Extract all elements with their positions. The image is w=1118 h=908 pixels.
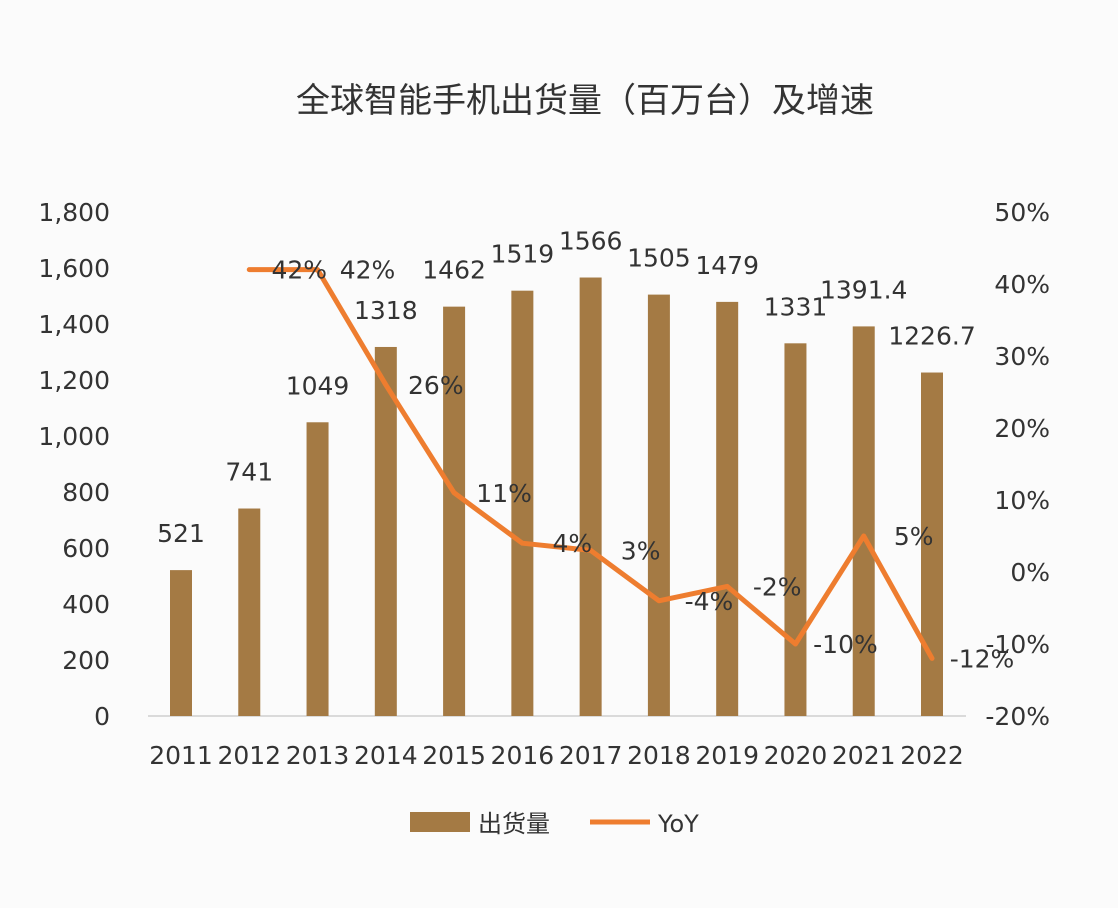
x-tick-label: 2011: [149, 741, 213, 770]
right-tick-label: 20%: [994, 414, 1050, 443]
bar: [921, 372, 943, 716]
bar: [238, 508, 261, 716]
bar-value-label: 1462: [422, 256, 486, 285]
right-axis: -20% -10% 0% 10% 20% 30% 40% 50%: [985, 198, 1050, 731]
x-tick-label: 2014: [354, 741, 418, 770]
yoy-value-label: 26%: [408, 371, 464, 400]
left-tick-label: 1,600: [38, 254, 110, 283]
bar-value-label: 1331: [764, 292, 828, 321]
yoy-value-label: 3%: [621, 536, 661, 565]
left-tick-label: 200: [62, 646, 110, 675]
x-tick-label: 2018: [627, 741, 691, 770]
bar-value-label: 521: [157, 519, 205, 548]
right-tick-label: 30%: [994, 342, 1050, 371]
left-tick-label: 1,400: [38, 310, 110, 339]
legend-label-bar: 出货量: [478, 810, 550, 838]
yoy-value-label: -4%: [685, 587, 734, 616]
chart-title: 全球智能手机出货量（百万台）及增速: [296, 81, 874, 121]
yoy-value-label: 5%: [894, 522, 934, 551]
yoy-value-label: -12%: [950, 644, 1015, 673]
bar-value-label: 1519: [491, 240, 555, 269]
left-tick-label: 1,200: [38, 366, 110, 395]
yoy-polyline: [246, 267, 935, 661]
right-tick-label: -10%: [985, 630, 1050, 659]
legend: 出货量 YoY: [410, 810, 699, 838]
bars: [170, 277, 943, 716]
bar: [784, 343, 807, 716]
x-tick-label: 2019: [695, 741, 759, 770]
left-tick-label: 400: [62, 590, 110, 619]
left-axis: 0 200 400 600 800 1,000 1,200 1,400 1,600 1,800: [38, 198, 110, 731]
bar: [170, 570, 192, 716]
yoy-value-label: 4%: [553, 529, 593, 558]
right-tick-label: 50%: [994, 198, 1050, 227]
yoy-value-label: 42%: [340, 256, 396, 285]
yoy-value-label: -10%: [813, 630, 878, 659]
bar-value-label: 1049: [286, 371, 350, 400]
bar-value-label: 741: [225, 458, 273, 487]
bar: [579, 277, 602, 716]
yoy-line: [246, 267, 935, 661]
bar: [716, 301, 739, 716]
x-tick-label: 2013: [286, 741, 350, 770]
left-tick-label: 800: [62, 478, 110, 507]
right-tick-label: 40%: [994, 270, 1050, 299]
left-tick-label: 1,800: [38, 198, 110, 227]
right-tick-label: -20%: [985, 702, 1050, 731]
bar: [852, 326, 875, 716]
left-tick-label: 1,000: [38, 422, 110, 451]
bar-value-label: 1505: [627, 244, 691, 273]
legend-swatch-bar: [410, 812, 470, 832]
legend-label-line: YoY: [657, 810, 699, 838]
bar-value-label: 1566: [559, 227, 623, 256]
x-tick-label: 2022: [900, 741, 964, 770]
x-tick-label: 2021: [832, 741, 896, 770]
bar-value-label: 1318: [354, 296, 418, 325]
yoy-value-label: 11%: [476, 479, 532, 508]
bar-value-label: 1391.4: [820, 275, 907, 304]
bar-value-label: 1479: [695, 251, 759, 280]
x-tick-label: 2017: [559, 741, 623, 770]
x-tick-label: 2015: [422, 741, 486, 770]
yoy-value-label: -2%: [753, 572, 802, 601]
left-tick-label: 600: [62, 534, 110, 563]
bar: [443, 306, 466, 716]
bar-value-label: 1226.7: [888, 322, 975, 351]
bar: [511, 290, 534, 716]
bar: [306, 422, 329, 716]
x-tick-label: 2012: [217, 741, 281, 770]
yoy-value-label: 42%: [271, 256, 327, 285]
right-tick-label: 10%: [994, 486, 1050, 515]
x-axis-ticks: 2011 2012 2013 2014 2015 2016 2017 2018 2019 2020…: [149, 741, 964, 770]
x-tick-label: 2020: [764, 741, 828, 770]
right-tick-label: 0%: [1010, 558, 1050, 587]
bar: [647, 294, 670, 716]
bar: [374, 346, 397, 716]
left-tick-label: 0: [94, 702, 110, 731]
x-tick-label: 2016: [491, 741, 555, 770]
